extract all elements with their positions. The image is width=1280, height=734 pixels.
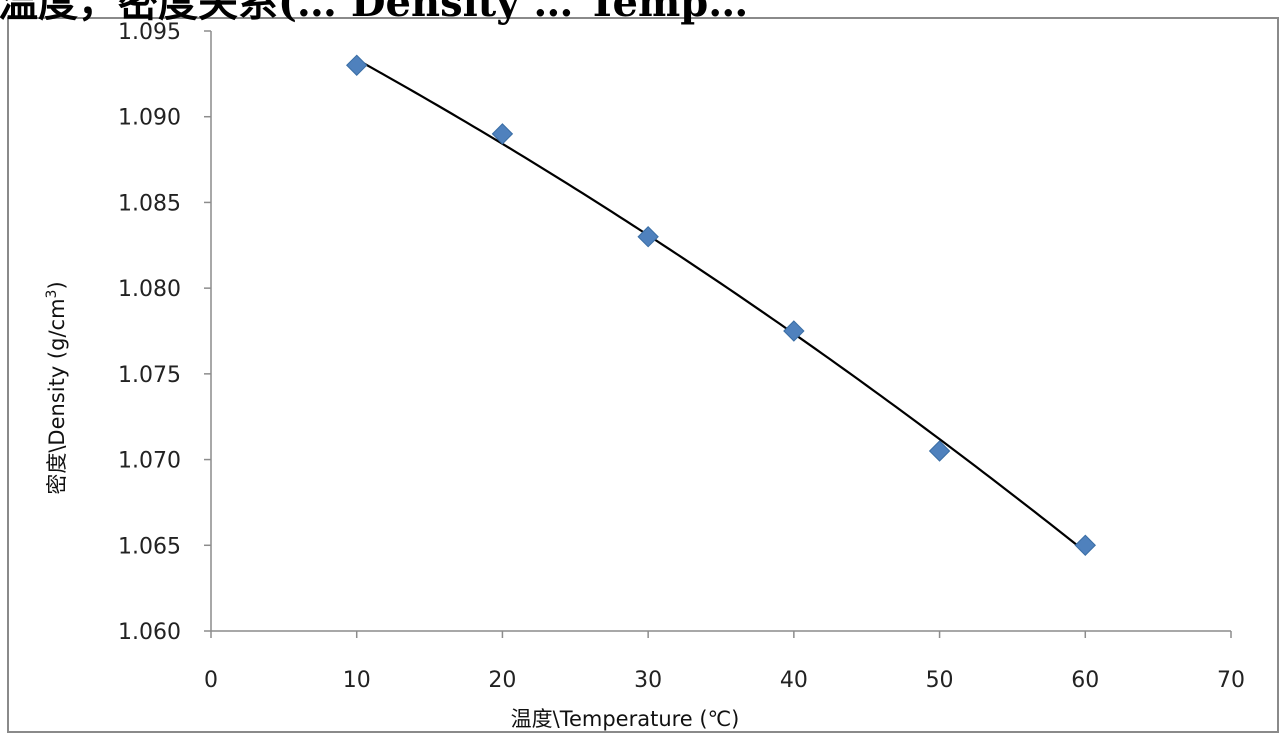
y-tick-label: 1.075 <box>118 363 181 388</box>
data-point-diamond <box>928 440 951 462</box>
data-point-diamond <box>346 54 368 76</box>
chart-frame <box>7 17 1279 733</box>
y-tick-label: 1.085 <box>118 191 181 216</box>
x-ticks: 0 10 20 30 40 50 60 70 <box>204 631 1245 693</box>
chart-title: 温度，密度关系(… Density … Temp… <box>0 0 748 26</box>
y-tick-label: 1.065 <box>118 534 181 559</box>
y-tick-label: 1.090 <box>118 106 181 131</box>
x-tick-label: 70 <box>1217 668 1245 693</box>
x-tick-label: 20 <box>488 668 516 693</box>
x-tick-label: 0 <box>204 668 218 693</box>
y-ticks: 1.060 1.065 1.070 1.075 1.080 1.085 1.090 1.095 <box>118 20 211 645</box>
x-axis-label: 温度\Temperature (℃) <box>511 707 740 731</box>
y-axis-label-superscript: 3 <box>44 290 60 299</box>
y-tick-label: 1.080 <box>118 277 181 302</box>
x-tick-label: 30 <box>634 668 662 693</box>
y-axis-label-close: ) <box>45 281 69 289</box>
x-tick-label: 10 <box>343 668 371 693</box>
x-tick-label: 60 <box>1071 668 1099 693</box>
y-axis-label-main: 密度\Density (g/cm <box>45 298 69 494</box>
y-tick-label: 1.070 <box>118 449 181 474</box>
data-point-diamond <box>637 226 659 248</box>
data-point-diamond <box>783 320 805 342</box>
data-points <box>346 54 1096 556</box>
y-axis-label: 密度\Density (g/cm3) <box>44 281 69 494</box>
data-point-diamond <box>491 123 514 145</box>
y-tick-label: 1.060 <box>118 620 181 645</box>
y-tick-label: 1.095 <box>118 20 181 45</box>
data-point-diamond <box>1074 534 1096 556</box>
trendline <box>356 58 1086 553</box>
title-band <box>0 0 1280 17</box>
x-tick-label: 50 <box>926 668 954 693</box>
x-tick-label: 40 <box>780 668 808 693</box>
